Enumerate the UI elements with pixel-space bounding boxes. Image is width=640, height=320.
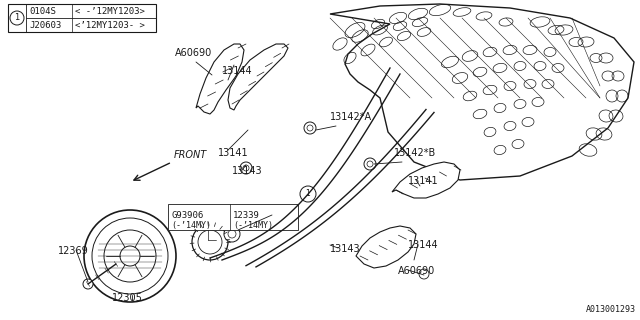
Text: 1: 1: [14, 13, 20, 22]
Text: 13142*B: 13142*B: [394, 148, 436, 158]
Text: 13143: 13143: [330, 244, 360, 254]
Circle shape: [300, 186, 316, 202]
Text: 13144: 13144: [222, 66, 253, 76]
Text: 13141: 13141: [408, 176, 438, 186]
Circle shape: [224, 226, 240, 242]
Text: 13141: 13141: [218, 148, 248, 158]
Text: <’12MY1203- >: <’12MY1203- >: [75, 20, 145, 29]
Circle shape: [84, 210, 176, 302]
Text: 13143: 13143: [232, 166, 262, 176]
Polygon shape: [228, 44, 288, 110]
Polygon shape: [392, 162, 460, 198]
Text: (-’14MY): (-’14MY): [233, 221, 273, 230]
Text: 12339: 12339: [233, 211, 260, 220]
Polygon shape: [196, 44, 244, 114]
Polygon shape: [356, 226, 416, 268]
Text: G93906: G93906: [171, 211, 204, 220]
Circle shape: [10, 11, 24, 25]
Circle shape: [228, 230, 236, 238]
Text: 0104S: 0104S: [29, 6, 56, 15]
Bar: [168, 204, 298, 230]
Text: 13144: 13144: [408, 240, 438, 250]
Text: FRONT: FRONT: [174, 150, 207, 160]
Circle shape: [120, 246, 140, 266]
Circle shape: [198, 230, 222, 254]
Text: A60690: A60690: [398, 266, 435, 276]
Polygon shape: [330, 4, 634, 180]
Text: 12369: 12369: [58, 246, 89, 256]
Circle shape: [192, 224, 228, 260]
Bar: [8, 4, 156, 32]
Text: J20603: J20603: [29, 20, 61, 29]
Circle shape: [419, 269, 429, 279]
Text: 13142*A: 13142*A: [330, 112, 372, 122]
Text: A013001293: A013001293: [586, 305, 636, 314]
Text: 1: 1: [306, 189, 310, 198]
Text: A60690: A60690: [175, 48, 212, 58]
Text: < -’12MY1203>: < -’12MY1203>: [75, 6, 145, 15]
Circle shape: [364, 158, 376, 170]
Circle shape: [304, 122, 316, 134]
Circle shape: [83, 279, 93, 289]
Text: 12305: 12305: [112, 293, 143, 303]
Text: (-’14MY): (-’14MY): [171, 221, 211, 230]
Circle shape: [92, 218, 168, 294]
Circle shape: [104, 230, 156, 282]
Circle shape: [240, 162, 252, 174]
